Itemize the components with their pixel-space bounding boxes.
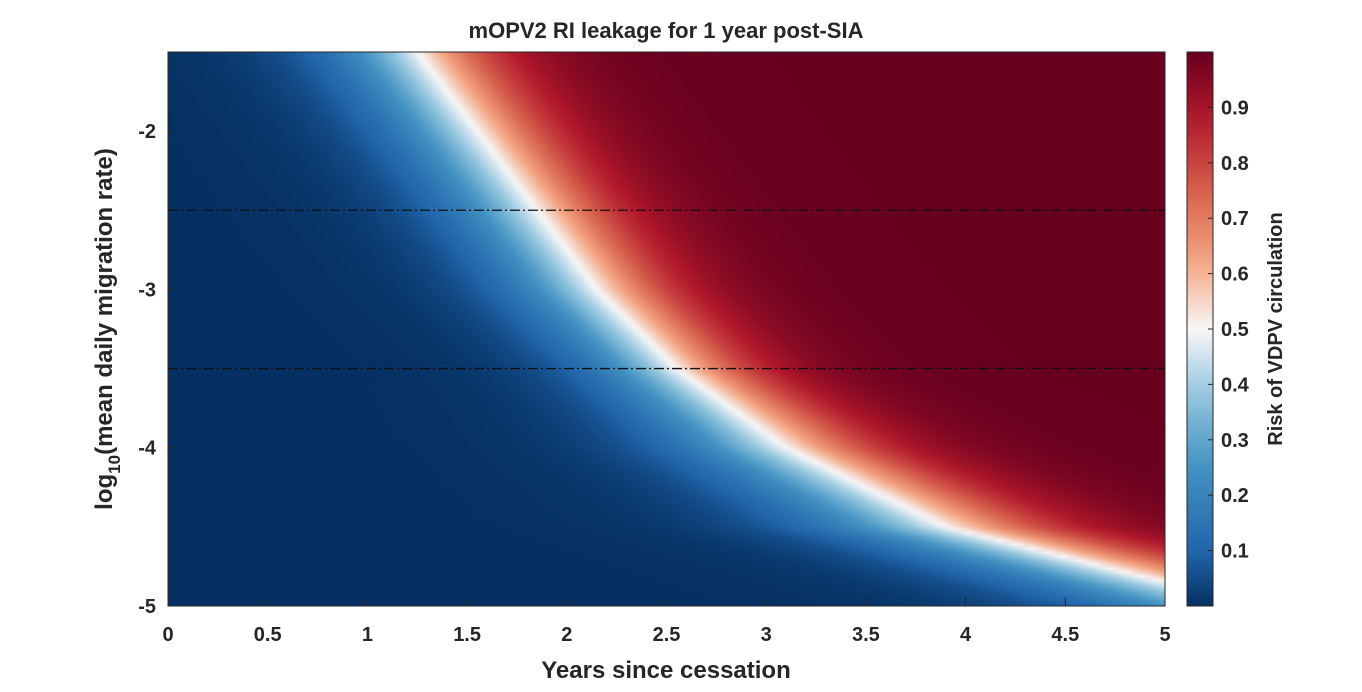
x-tick-label: 1.5 (453, 624, 481, 646)
y-tick-label: -4 (138, 438, 157, 460)
x-tick-label: 2.5 (653, 624, 681, 646)
colorbar-tick-label: 0.4 (1221, 374, 1250, 396)
y-axis-label: log10(mean daily migration rate) (91, 148, 124, 510)
y-tick-label: -2 (138, 121, 156, 143)
heatmap-image (168, 52, 1165, 606)
x-axis-label: Years since cessation (541, 657, 791, 684)
y-axis-label-suffix: (mean daily migration rate) (91, 148, 118, 455)
heatmap-area (168, 52, 1165, 606)
x-tick-label: 3.5 (852, 624, 880, 646)
chart-title: mOPV2 RI leakage for 1 year post-SIA (469, 18, 864, 43)
x-tick-label: 3 (761, 624, 772, 646)
y-axis-label-subscript: 10 (105, 455, 124, 474)
x-tick-label: 2 (561, 624, 572, 646)
colorbar-tick-label: 0.9 (1221, 97, 1249, 119)
x-tick-label: 1 (362, 624, 373, 646)
x-tick-label: 4 (960, 624, 972, 646)
colorbar-tick-label: 0.1 (1221, 541, 1249, 563)
x-axis-ticks: 0 0.5 1 1.5 2 2.5 3 3.5 4 4.5 5 (162, 597, 1171, 646)
colorbar-tick-label: 0.8 (1221, 153, 1249, 175)
y-tick-label: -3 (138, 279, 156, 301)
reference-lines (168, 209, 1165, 370)
x-tick-label: 4.5 (1051, 624, 1079, 646)
colorbar-tick-label: 0.5 (1221, 319, 1249, 341)
x-tick-label: 5 (1159, 624, 1170, 646)
colorbar-ticks: 0.1 0.2 0.3 0.4 0.5 0.6 0.7 0.8 0.9 (1208, 97, 1250, 563)
x-tick-label: 0.5 (254, 624, 282, 646)
y-axis-ticks: -2 -3 -4 -5 (138, 121, 177, 618)
colorbar-tick-label: 0.2 (1221, 485, 1249, 507)
colorbar-tick-label: 0.6 (1221, 264, 1249, 286)
colorbar-tick-label: 0.3 (1221, 430, 1249, 452)
y-axis-label-prefix: log (91, 474, 118, 510)
y-tick-label: -5 (138, 596, 156, 618)
colorbar-tick-label: 0.7 (1221, 208, 1249, 230)
colorbar-label: Risk of VDPV circulation (1265, 212, 1287, 445)
x-tick-label: 0 (162, 624, 173, 646)
